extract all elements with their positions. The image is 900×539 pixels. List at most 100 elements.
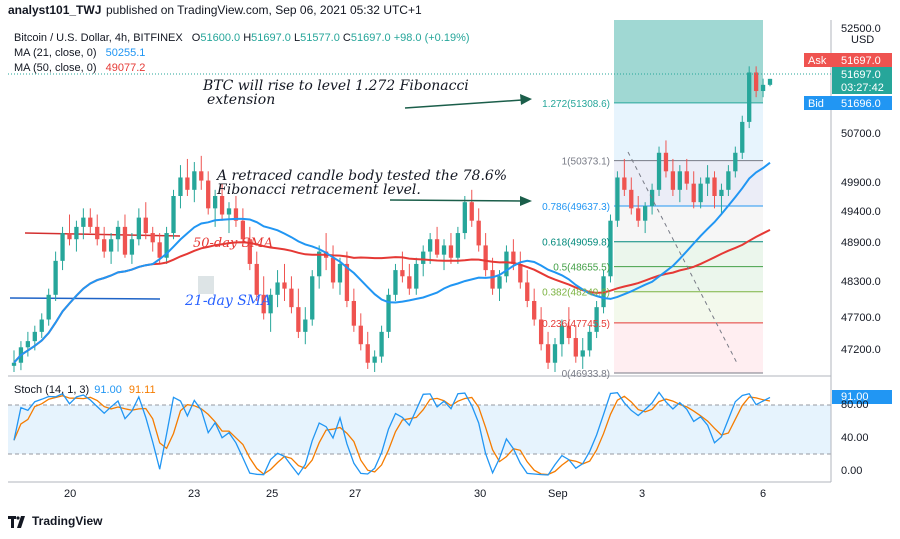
candle-body [310, 276, 315, 320]
time-tick: 6 [760, 488, 766, 500]
candle-body [178, 177, 183, 196]
symbol-legend[interactable]: Bitcoin / U.S. Dollar, 4h, BITFINEX O516… [14, 31, 470, 45]
candle-body [372, 356, 377, 363]
author-name[interactable]: analyst101_TWJ [8, 3, 102, 17]
last-price: 51697.0 [841, 69, 881, 81]
candle-body [129, 239, 135, 255]
footer[interactable]: TradingView [8, 514, 102, 528]
candle-body [393, 270, 398, 295]
candle-body [698, 183, 703, 203]
candle-body [108, 239, 114, 252]
low-label: L [293, 32, 301, 44]
candle-body [88, 217, 93, 227]
fib-level-label: 0(46933.8) [562, 369, 610, 380]
candle-body [206, 180, 211, 209]
candle-body [60, 233, 65, 261]
candle-body [212, 195, 218, 209]
candle-body [441, 245, 447, 255]
support-line[interactable] [9, 297, 161, 300]
candle-body [552, 344, 558, 363]
candle-body [330, 257, 336, 283]
stoch-legend[interactable]: Stoch (14, 1, 3) 91.00 91.11 [14, 383, 156, 397]
bid-value: 51696.0 [841, 98, 881, 110]
candle-body [247, 239, 252, 264]
candle-body [282, 282, 287, 289]
candle-body [434, 239, 440, 255]
candle-body [643, 206, 648, 221]
candle-body [400, 270, 405, 277]
candle-body [95, 226, 100, 240]
note-extension-line2: extension [207, 92, 275, 108]
candle-body [46, 294, 51, 320]
fib-labels: 1.272(51308.6) 1(50373.1) 0.786(49637.3) 0.… [542, 99, 610, 380]
fib-level-label: 1(50373.1) [562, 157, 610, 168]
ma50-label: MA (50, close, 0) [14, 62, 97, 74]
high-value: 51697.0 [251, 32, 291, 44]
price-tick: 48300.0 [841, 276, 881, 288]
ask-label: Ask [808, 55, 827, 67]
candle-body [656, 152, 662, 190]
candle-body [483, 245, 488, 271]
publish-info: published on TradingView.com, Sep 06, 20… [106, 3, 422, 17]
candle-body [677, 171, 682, 190]
candle-body [379, 331, 384, 357]
candle-body [317, 251, 322, 277]
label-21sma-marker [198, 276, 214, 294]
currency-label: USD [851, 34, 874, 46]
ma21-legend[interactable]: MA (21, close, 0) 50255.1 [14, 46, 145, 60]
stoch-d-value: 91.11 [128, 384, 156, 396]
candle-body [594, 307, 599, 332]
candle-body [171, 195, 176, 234]
arrow-retrace [389, 196, 532, 206]
candle-body [115, 226, 121, 240]
fib-level-label: 0.236(47745.5) [542, 319, 610, 330]
candle-body [275, 282, 280, 295]
candle-body [587, 331, 592, 351]
stoch-tick: 80.00 [841, 399, 869, 411]
candle-body [351, 300, 357, 326]
note-extension-line1: BTC will rise to level 1.272 Fibonacci [202, 78, 469, 94]
publish-header: analyst101_TWJ published on TradingView.… [0, 0, 900, 20]
open-value: 51600.0 [200, 32, 241, 44]
price-tick: 50700.0 [841, 128, 881, 140]
candle-body [199, 171, 204, 181]
ma21-value: 50255.1 [105, 47, 146, 59]
candle-body [760, 84, 766, 92]
fib-level-label: 0.5(48655.5) [553, 263, 610, 274]
fib-zone [614, 102, 763, 161]
candle-body [538, 319, 544, 345]
candle-body [143, 217, 148, 234]
fibonacci-retracement[interactable] [614, 20, 763, 374]
candle-body [705, 177, 710, 184]
arrow-extension [404, 94, 532, 109]
stoch-tick: 40.00 [841, 432, 869, 444]
stoch-k-line [13, 391, 771, 476]
ma50-value: 49077.2 [105, 62, 146, 74]
ma50-legend[interactable]: MA (50, close, 0) 49077.2 [14, 61, 145, 75]
candle-body [753, 72, 759, 92]
candle-body [566, 325, 572, 339]
low-value: 51577.0 [300, 32, 340, 44]
time-tick: 30 [474, 488, 486, 500]
fib-zone [614, 322, 763, 373]
candle-body [39, 319, 44, 332]
candle-body [448, 245, 454, 258]
candle-body [192, 171, 197, 190]
change-value: +98.0 (+0.19%) [393, 32, 470, 44]
price-tick: 47200.0 [841, 344, 881, 356]
candle-body [767, 78, 773, 85]
candle-body [254, 263, 259, 295]
candle-body [296, 307, 301, 332]
candle-body [580, 350, 585, 357]
candle-body [358, 325, 363, 345]
candle-body [240, 220, 246, 240]
fib-level-label: 0.382(48249.6) [542, 288, 610, 299]
ask-badge [804, 53, 832, 67]
candle-body [337, 263, 343, 283]
candle-body [629, 189, 634, 209]
symbol-title: Bitcoin / U.S. Dollar, 4h, BITFINEX [14, 32, 183, 44]
candle-body [532, 300, 537, 320]
candle-body [150, 233, 155, 243]
candle-body [407, 276, 412, 289]
